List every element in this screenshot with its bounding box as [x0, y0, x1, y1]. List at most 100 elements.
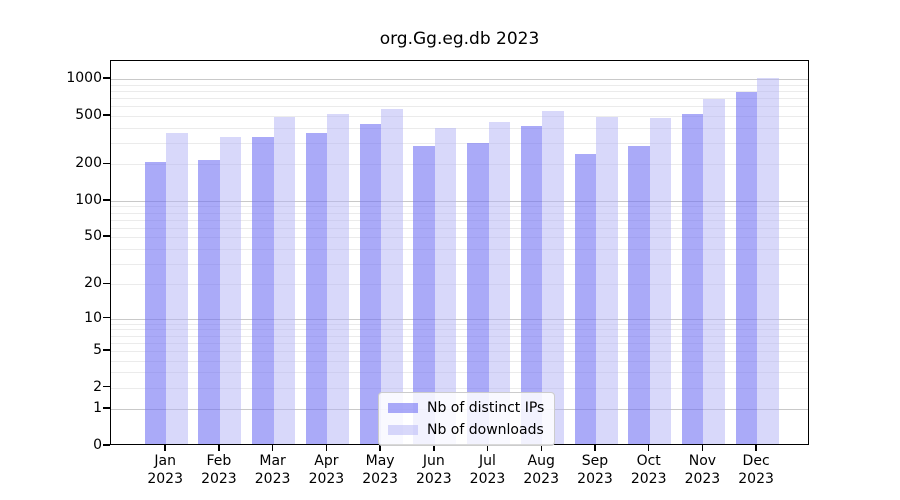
gridline-minor — [111, 350, 808, 352]
bar-downloads — [757, 77, 779, 444]
y-tick-mark — [103, 407, 110, 409]
y-tick-mark — [103, 162, 110, 164]
gridline-minor — [111, 212, 808, 214]
y-tick-mark — [103, 282, 110, 284]
gridline-minor — [111, 115, 808, 117]
x-tick-mark — [325, 445, 328, 451]
y-tick-label: 200 — [75, 155, 102, 172]
gridline-minor — [111, 237, 808, 239]
gridline-minor — [111, 142, 808, 144]
y-tick-label: 1 — [93, 400, 102, 417]
gridline-minor — [111, 90, 808, 92]
legend-swatch-downloads — [388, 425, 418, 435]
x-tick-label: Jun 2023 — [415, 453, 452, 487]
x-tick-mark — [594, 445, 596, 451]
y-tick-mark — [103, 77, 110, 79]
gridline-minor — [111, 263, 808, 265]
bar-distinct-ips — [520, 126, 543, 444]
y-tick-label: 10 — [84, 309, 102, 326]
gridline-minor — [111, 164, 808, 166]
legend-item-distinct-ips: Nb of distinct IPs — [388, 400, 544, 416]
gridline-major — [111, 318, 808, 320]
legend-item-downloads: Nb of downloads — [388, 422, 544, 438]
x-tick-mark — [433, 445, 435, 451]
legend-label-distinct-ips: Nb of distinct IPs — [427, 400, 545, 416]
bar-distinct-ips — [359, 123, 382, 444]
x-tick-label: Apr 2023 — [308, 453, 345, 487]
bar-downloads — [273, 117, 296, 444]
x-tick-mark — [647, 445, 650, 451]
gridline-minor — [111, 323, 808, 325]
gridline-minor — [111, 127, 808, 129]
bar-distinct-ips — [413, 146, 435, 444]
x-tick-mark — [164, 445, 166, 451]
bar-downloads — [327, 113, 349, 444]
chart-title: org.Gg.eg.db 2023 — [379, 29, 540, 49]
bar-downloads — [596, 116, 618, 444]
y-tick-mark — [103, 349, 110, 351]
y-tick-label: 50 — [84, 228, 102, 245]
x-tick-mark — [755, 445, 757, 451]
bar-distinct-ips — [681, 113, 704, 444]
bar-downloads — [703, 98, 725, 444]
bar-downloads — [219, 137, 242, 444]
gridline-minor — [111, 329, 808, 331]
gridline-minor — [111, 106, 808, 108]
bar-downloads — [649, 117, 672, 444]
gridline-minor — [111, 372, 808, 374]
y-tick-label: 100 — [75, 191, 102, 208]
bar-downloads — [166, 132, 188, 444]
gridline-major — [111, 79, 808, 80]
legend-swatch-distinct-ips — [388, 403, 418, 413]
bar-downloads — [381, 108, 403, 444]
bar-distinct-ips — [198, 159, 220, 444]
x-tick-label: May 2023 — [362, 453, 398, 487]
gridline-minor — [111, 227, 808, 229]
y-tick-mark — [103, 114, 110, 116]
legend-label-downloads: Nb of downloads — [427, 422, 544, 438]
bar-distinct-ips — [735, 92, 758, 444]
gridline-minor — [111, 97, 808, 99]
y-tick-mark — [103, 385, 110, 388]
y-tick-label: 1000 — [66, 70, 102, 86]
x-tick-mark — [701, 445, 704, 451]
y-tick-label: 5 — [93, 341, 102, 358]
y-tick-mark — [103, 444, 110, 446]
x-tick-mark — [218, 445, 220, 451]
x-tick-label: Oct 2023 — [630, 453, 667, 487]
x-tick-label: Sep 2023 — [577, 453, 613, 487]
x-tick-label: Jan 2023 — [147, 453, 183, 487]
gridline-minor — [111, 206, 808, 208]
y-tick-mark — [103, 316, 110, 319]
bar-distinct-ips — [574, 153, 596, 444]
gridline-minor — [111, 248, 808, 250]
bar-distinct-ips — [628, 146, 650, 444]
x-tick-mark — [379, 445, 381, 451]
x-tick-label: Nov 2023 — [684, 453, 721, 487]
gridline-major — [111, 200, 808, 202]
x-tick-label: Feb 2023 — [201, 453, 237, 487]
bar-downloads — [488, 121, 510, 444]
x-tick-label: Aug 2023 — [523, 453, 559, 487]
y-tick-label: 2 — [93, 378, 102, 395]
gridline-minor — [111, 342, 808, 344]
gridline-minor — [111, 335, 808, 337]
plot-area: Nb of distinct IPs Nb of downloads — [110, 60, 809, 446]
gridline-minor — [111, 387, 808, 389]
bar-downloads — [542, 110, 564, 444]
x-tick-label: Jul 2023 — [469, 453, 506, 487]
x-tick-label: Mar 2023 — [254, 453, 291, 487]
gridline-minor — [111, 219, 808, 221]
y-tick-label: 500 — [75, 106, 102, 123]
bar-distinct-ips — [467, 142, 489, 444]
gridline-minor — [111, 84, 808, 86]
y-tick-mark — [103, 199, 110, 201]
bar-distinct-ips — [305, 132, 328, 444]
bar-downloads — [434, 127, 457, 444]
bar-distinct-ips — [144, 162, 167, 444]
y-tick-label: 0 — [93, 437, 102, 453]
bar-distinct-ips — [252, 137, 274, 444]
legend: Nb of distinct IPs Nb of downloads — [378, 392, 556, 446]
x-tick-mark — [271, 445, 274, 451]
